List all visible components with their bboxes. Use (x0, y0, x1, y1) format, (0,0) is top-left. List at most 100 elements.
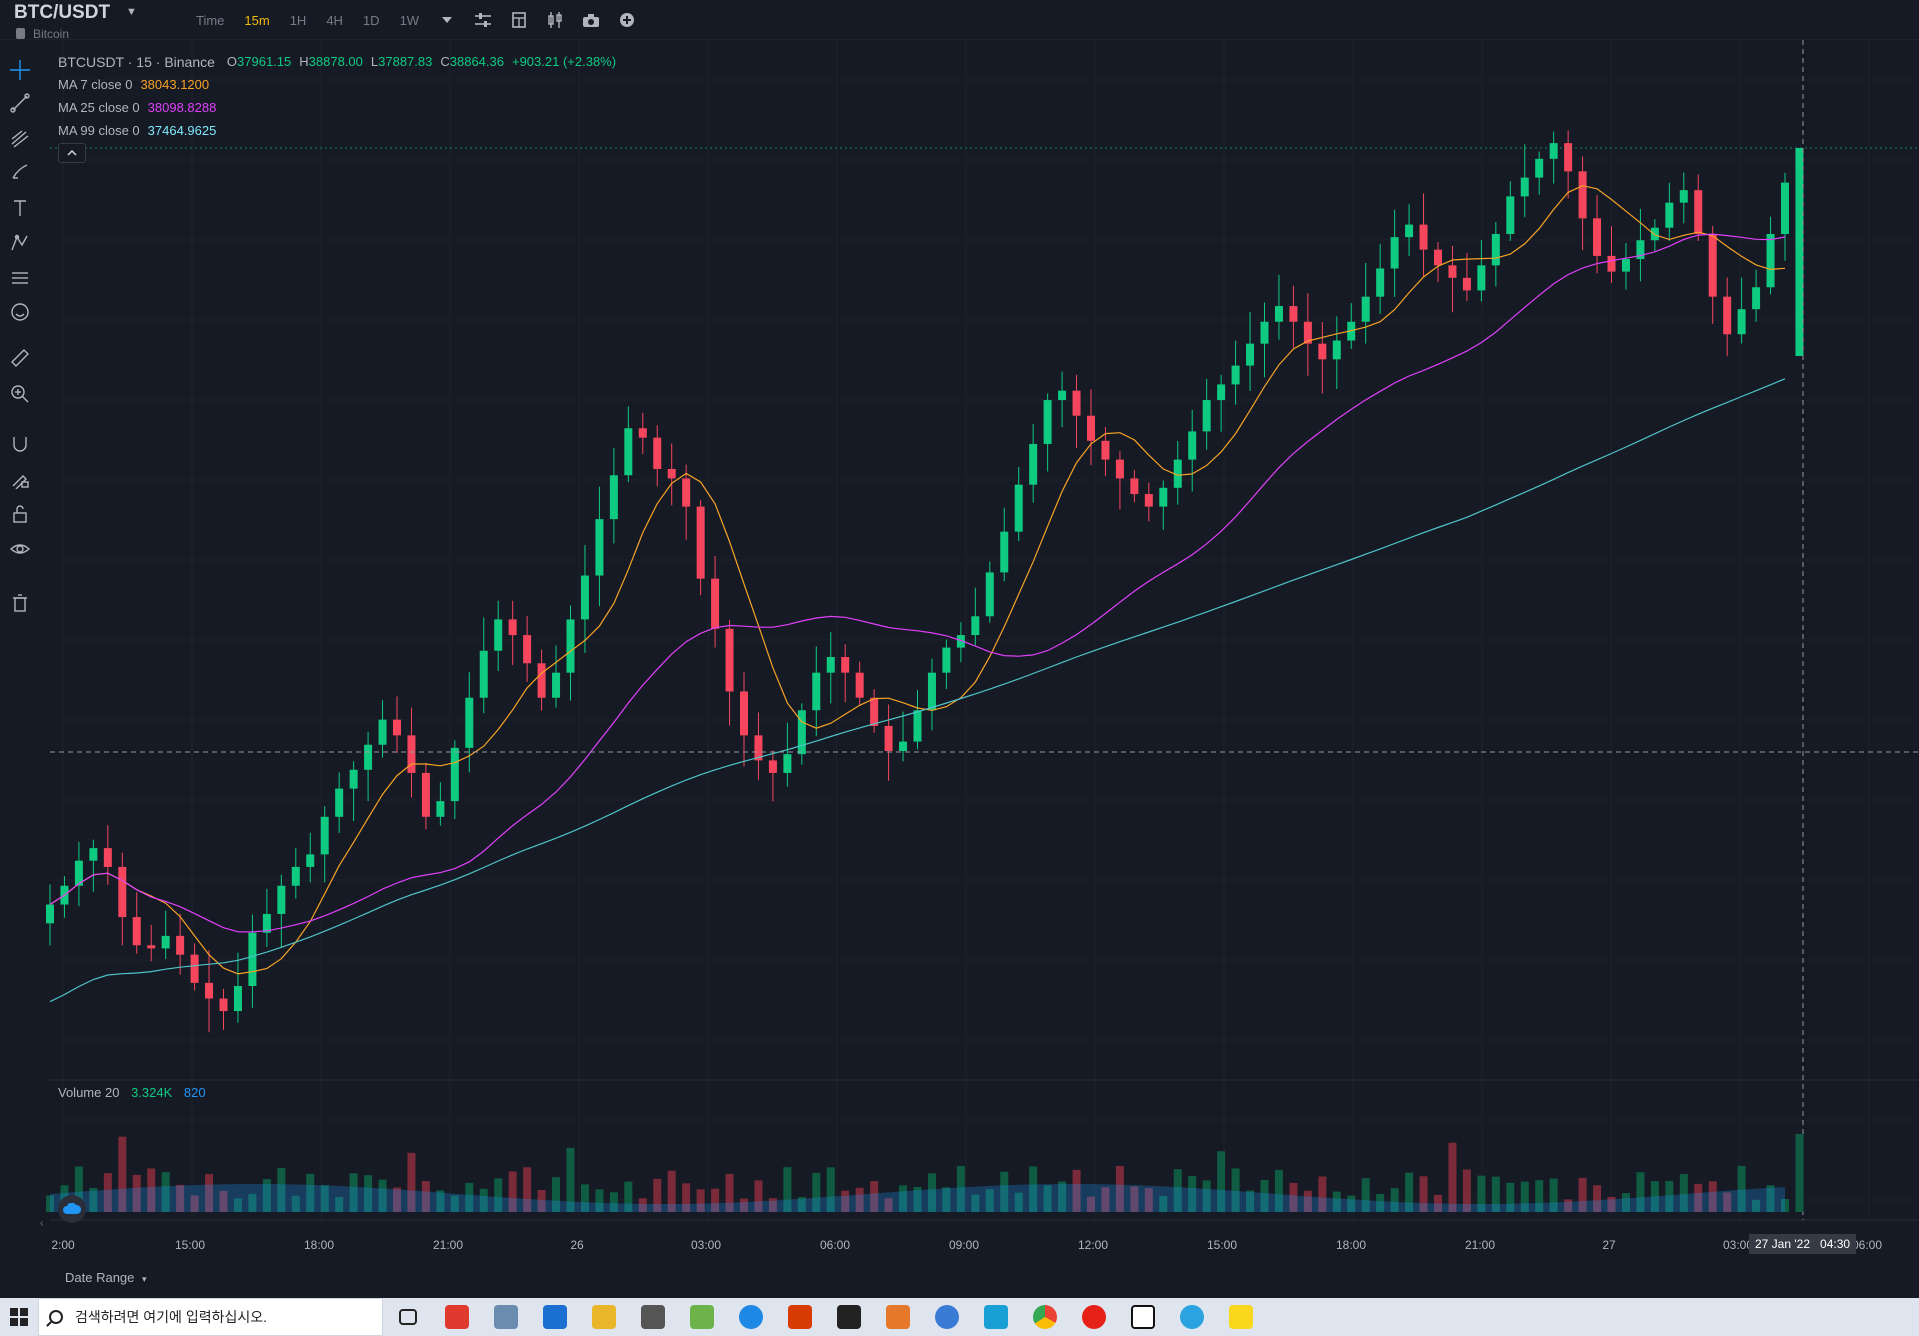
interval-15m[interactable]: 15m (244, 12, 270, 28)
candle-body (1665, 202, 1674, 228)
candle (1376, 243, 1385, 314)
ma25-label: MA 25 close 0 (58, 100, 140, 115)
chrome-icon[interactable] (1020, 1298, 1069, 1336)
date-range-button[interactable]: Date Range ▾ (65, 1270, 147, 1285)
ma99-legend[interactable]: MA 99 close 0 37464.9625 (58, 119, 624, 142)
interval-1h[interactable]: 1H (289, 12, 307, 28)
trash-icon[interactable] (6, 589, 34, 617)
price-chart[interactable] (0, 40, 1919, 1230)
mail-icon[interactable] (530, 1298, 579, 1336)
candle (393, 696, 401, 753)
volume-bar (103, 1173, 112, 1212)
lock-icon[interactable] (6, 500, 34, 528)
cpu-z-icon[interactable] (873, 1298, 922, 1336)
candle (132, 892, 141, 954)
interval-1d[interactable]: 1D (362, 12, 380, 28)
start-button[interactable] (0, 1298, 38, 1336)
edge-icon[interactable] (726, 1298, 775, 1336)
kakaotalk-icon[interactable] (1216, 1298, 1265, 1336)
scroll-left-icon[interactable]: ‹ (40, 1218, 44, 1229)
ruler-icon[interactable] (6, 344, 34, 372)
candle-body (1231, 365, 1240, 385)
interval-1w[interactable]: 1W (399, 12, 420, 28)
fib-tool-icon[interactable] (6, 124, 34, 152)
layout-icon[interactable] (501, 8, 537, 32)
symbol-title[interactable]: BTC/USDT (14, 2, 111, 23)
volume-bar (754, 1180, 763, 1212)
candle-body (1781, 182, 1789, 234)
symbol-subtitle-text: Bitcoin (33, 27, 70, 41)
candle (407, 707, 416, 798)
candle (1737, 277, 1746, 344)
candle (855, 661, 864, 706)
brush-icon[interactable] (6, 157, 34, 185)
chevron-down-icon[interactable] (429, 8, 465, 32)
candle (552, 645, 561, 708)
candle (580, 545, 589, 653)
chart-canvas[interactable] (0, 40, 1919, 1230)
candle-body (1115, 459, 1124, 479)
symbol-dropdown-icon[interactable]: ▼ (126, 6, 137, 18)
volume-bar (132, 1174, 141, 1212)
cpu-z-icon-glyph (885, 1305, 910, 1329)
telegram-icon[interactable] (1167, 1298, 1216, 1336)
notion-icon[interactable] (1118, 1298, 1167, 1336)
qbittorrent-icon[interactable] (922, 1298, 971, 1336)
office-icon[interactable] (775, 1298, 824, 1336)
add-icon[interactable] (609, 8, 645, 32)
candle (161, 910, 170, 960)
measure-lines-icon[interactable] (6, 264, 34, 292)
emoji-icon[interactable] (6, 298, 34, 326)
zoom-in-icon[interactable] (6, 380, 34, 408)
ma7-legend[interactable]: MA 7 close 0 38043.1200 (58, 73, 624, 96)
candle-body (161, 935, 170, 949)
sticky-notes-icon[interactable] (824, 1298, 873, 1336)
collapse-legend-button[interactable] (58, 143, 86, 163)
volume-legend[interactable]: Volume 20 3.324K 820 (58, 1085, 206, 1100)
candle-body (1332, 340, 1341, 360)
file-explorer-icon[interactable] (579, 1298, 628, 1336)
ohlc-high-key: H (299, 54, 309, 69)
map-app-icon[interactable] (677, 1298, 726, 1336)
text-icon[interactable] (6, 194, 34, 222)
interval-time[interactable]: Time (196, 12, 225, 28)
candle-body (899, 741, 908, 751)
pencil-lock-icon[interactable] (6, 465, 34, 493)
news-app-icon[interactable] (628, 1298, 677, 1336)
candle (1665, 182, 1674, 242)
ohlc-row: BTCUSDT · 15 · Binance O 37961.15 H 38878.… (58, 50, 624, 73)
volume-bar (1274, 1169, 1283, 1212)
trendline-icon[interactable] (6, 89, 34, 117)
candle-body (407, 735, 416, 773)
camera-icon[interactable] (573, 8, 609, 32)
candle (1621, 243, 1630, 290)
volume-bar (161, 1172, 170, 1212)
magnet-icon[interactable] (6, 430, 34, 458)
candle (190, 943, 199, 991)
volume-bar (407, 1152, 416, 1212)
ohlc-low-value: 37887.83 (378, 54, 433, 69)
chrome-icon-glyph (1032, 1305, 1057, 1329)
taskbar-search-input[interactable]: 검색하려면 여기에 입력하십시오. (38, 1298, 383, 1336)
interval-4h[interactable]: 4H (326, 12, 343, 28)
candle (320, 806, 329, 883)
youtube-icon[interactable] (1069, 1298, 1118, 1336)
photo-app-icon[interactable] (481, 1298, 530, 1336)
candle (1058, 371, 1067, 428)
taskbar-search-placeholder: 검색하려면 여기에 입력하십시오. (75, 1309, 267, 1325)
chart-type-icon[interactable] (537, 8, 573, 32)
candle-body (1289, 306, 1298, 322)
ma25-legend[interactable]: MA 25 close 0 38098.8288 (58, 96, 624, 119)
volume-bar (696, 1189, 705, 1212)
eye-icon[interactable] (6, 535, 34, 563)
indicator-settings-icon[interactable] (465, 8, 501, 32)
candle-body (103, 848, 112, 867)
swirl-app-icon[interactable] (971, 1298, 1020, 1336)
pattern-icon[interactable] (6, 229, 34, 257)
task-view-icon[interactable] (383, 1298, 432, 1336)
power-app-icon[interactable] (432, 1298, 481, 1336)
crosshair-icon[interactable] (6, 56, 34, 84)
candle-body (1072, 390, 1081, 416)
task-view-icon-glyph (398, 1309, 417, 1325)
candle (147, 924, 156, 962)
